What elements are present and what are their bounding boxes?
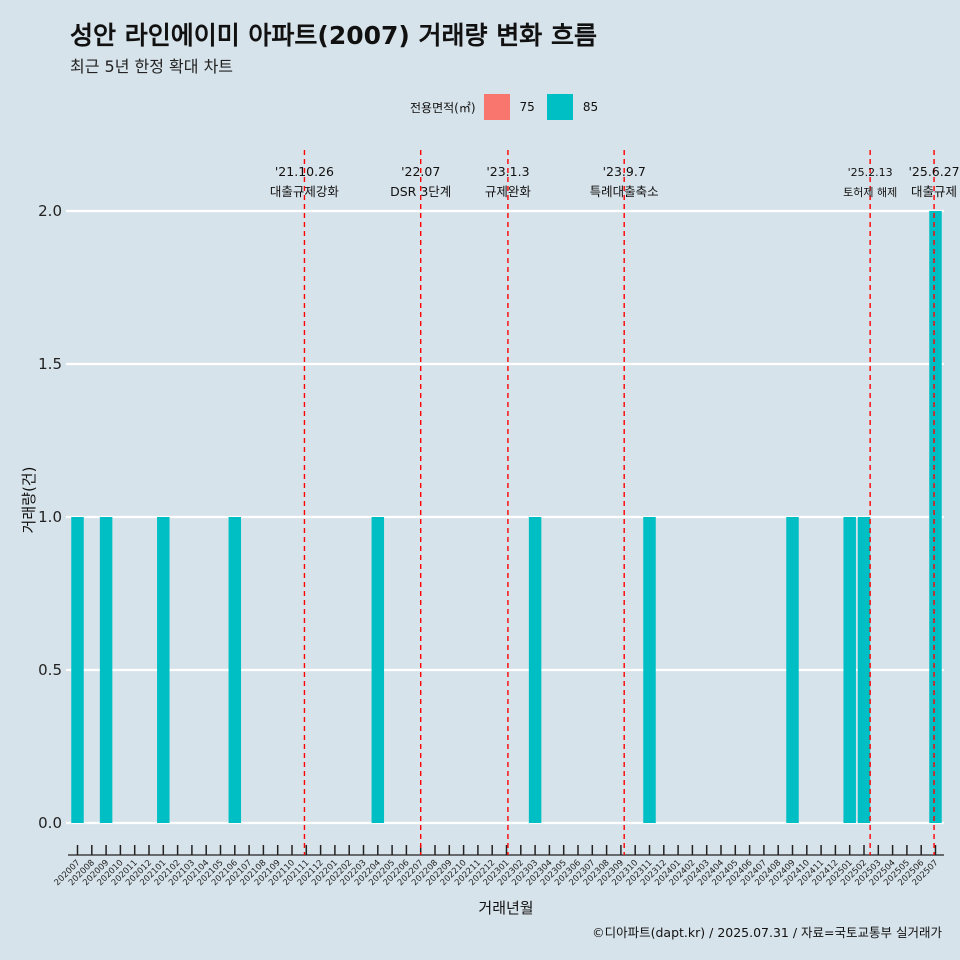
x-axis-title: 거래년월 <box>478 899 533 917</box>
bar <box>843 517 856 823</box>
legend-key-75 <box>483 94 510 120</box>
chart-title: 성안 라인에이미 아파트(2007) 거래량 변화 흐름 <box>70 21 597 50</box>
bar <box>228 517 242 823</box>
event-name-label: DSR 3단계 <box>390 184 451 199</box>
event-date-label: '25.6.27 <box>908 164 959 179</box>
caption: ©디아파트(dapt.kr) / 2025.07.31 / 자료=국토교통부 실… <box>592 925 942 940</box>
event-name-label: 규제완화 <box>485 184 532 199</box>
bar <box>71 517 84 823</box>
event-date-label: '22.07 <box>401 164 440 179</box>
bar <box>857 517 871 823</box>
bar <box>528 517 542 823</box>
bar <box>99 517 113 823</box>
event-name-label: 대출규제 <box>911 184 957 199</box>
bar <box>157 517 170 823</box>
bar <box>786 517 799 823</box>
bar <box>929 211 942 823</box>
legend-label-85: 85 <box>582 100 599 114</box>
y-tick-label: 0.0 <box>38 814 62 832</box>
event-date-label: '25.2.13 <box>848 166 893 179</box>
event-date-label: '23.9.7 <box>603 164 646 179</box>
y-tick-label: 2.0 <box>38 202 62 220</box>
legend-label-75: 75 <box>519 100 535 114</box>
y-tick-label: 1.5 <box>38 355 62 373</box>
legend-title: 전용면적(㎡) <box>410 100 476 115</box>
y-tick-label: 1.0 <box>38 508 62 526</box>
event-name-label: 특례대출축소 <box>590 184 659 199</box>
chart-subtitle: 최근 5년 한정 확대 차트 <box>70 57 234 76</box>
event-name-label: 토허제 해제 <box>843 185 897 199</box>
bar <box>643 517 656 823</box>
y-axis-title: 거래량(건) <box>20 467 38 534</box>
event-date-label: '21.10.26 <box>275 164 334 179</box>
event-date-label: '23.1.3 <box>486 164 529 179</box>
legend-key-85 <box>546 94 573 120</box>
legend: 전용면적(㎡) 75 85 <box>410 93 610 121</box>
y-tick-label: 0.5 <box>38 661 62 679</box>
bar <box>371 517 385 823</box>
event-name-label: 대출규제강화 <box>270 184 340 199</box>
